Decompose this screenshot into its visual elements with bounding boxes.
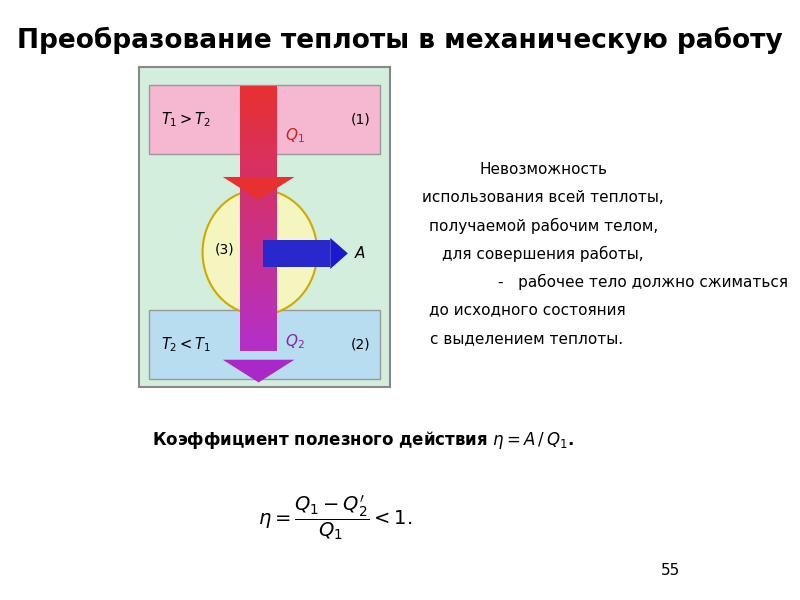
Text: для совершения работы,: для совершения работы, xyxy=(442,246,644,262)
Bar xyxy=(240,97,277,102)
Bar xyxy=(240,314,277,319)
Bar xyxy=(240,229,277,235)
Bar xyxy=(240,235,277,239)
Bar xyxy=(240,155,277,160)
Text: $A$: $A$ xyxy=(354,245,366,262)
Bar xyxy=(240,245,277,250)
Bar xyxy=(240,128,277,134)
Text: (2): (2) xyxy=(351,337,370,352)
Bar xyxy=(240,107,277,113)
Bar xyxy=(240,118,277,123)
Text: Коэффициент полезного действия $\eta = A \, / \, Q_1$.: Коэффициент полезного действия $\eta = A… xyxy=(153,430,574,451)
Bar xyxy=(240,203,277,208)
Bar xyxy=(240,91,277,97)
Bar xyxy=(240,293,277,298)
Text: Преобразование теплоты в механическую работу: Преобразование теплоты в механическую ра… xyxy=(17,26,783,54)
Bar xyxy=(240,86,277,91)
Bar xyxy=(240,239,277,245)
Bar xyxy=(240,176,277,181)
Text: -   рабочее тело должно сжиматься: - рабочее тело должно сжиматься xyxy=(498,274,788,290)
Bar xyxy=(240,340,277,346)
Text: $T_2 < T_1$: $T_2 < T_1$ xyxy=(161,335,211,354)
Bar xyxy=(240,277,277,282)
Text: (1): (1) xyxy=(351,112,370,127)
Bar xyxy=(240,139,277,145)
Ellipse shape xyxy=(202,190,318,315)
Bar xyxy=(240,102,277,107)
Bar xyxy=(240,266,277,271)
Bar xyxy=(240,271,277,277)
Bar xyxy=(240,192,277,197)
Bar xyxy=(240,282,277,287)
Text: использования всей теплоты,: использования всей теплоты, xyxy=(422,190,664,205)
Bar xyxy=(240,325,277,329)
Bar xyxy=(240,134,277,139)
Text: получаемой рабочим телом,: получаемой рабочим телом, xyxy=(429,218,658,234)
Bar xyxy=(240,335,277,340)
Bar xyxy=(263,240,330,266)
Text: $\eta = \dfrac{Q_1 - Q_2'}{Q_1} < 1.$: $\eta = \dfrac{Q_1 - Q_2'}{Q_1} < 1.$ xyxy=(258,494,412,542)
FancyBboxPatch shape xyxy=(149,85,380,154)
Bar xyxy=(240,308,277,314)
Bar xyxy=(240,213,277,218)
Bar xyxy=(240,197,277,203)
Bar xyxy=(240,149,277,155)
Bar xyxy=(240,171,277,176)
Text: 55: 55 xyxy=(661,563,680,578)
Bar xyxy=(240,261,277,266)
Text: с выделением теплоты.: с выделением теплоты. xyxy=(430,331,623,346)
Bar xyxy=(240,298,277,303)
Bar xyxy=(240,208,277,213)
Bar xyxy=(240,250,277,256)
Polygon shape xyxy=(330,238,348,269)
Bar xyxy=(240,329,277,335)
FancyBboxPatch shape xyxy=(149,310,380,379)
Text: Невозможность: Невозможность xyxy=(479,163,607,178)
Bar xyxy=(240,303,277,308)
Text: $Q_2$: $Q_2$ xyxy=(286,332,305,351)
Bar xyxy=(240,218,277,224)
Bar xyxy=(240,113,277,118)
Polygon shape xyxy=(222,360,294,382)
Bar xyxy=(240,224,277,229)
Bar xyxy=(240,166,277,171)
Bar xyxy=(240,145,277,149)
Bar xyxy=(240,256,277,261)
Text: до исходного состояния: до исходного состояния xyxy=(429,302,626,317)
Text: $Q_1$: $Q_1$ xyxy=(286,127,305,145)
Text: (3): (3) xyxy=(214,242,234,256)
Bar xyxy=(240,287,277,293)
Polygon shape xyxy=(222,177,294,200)
Bar xyxy=(240,346,277,351)
Bar xyxy=(240,123,277,128)
Text: $T_1 > T_2$: $T_1 > T_2$ xyxy=(161,110,211,128)
Bar xyxy=(240,187,277,192)
Bar xyxy=(240,160,277,166)
FancyBboxPatch shape xyxy=(139,67,390,386)
Bar xyxy=(240,319,277,325)
Bar xyxy=(240,181,277,187)
